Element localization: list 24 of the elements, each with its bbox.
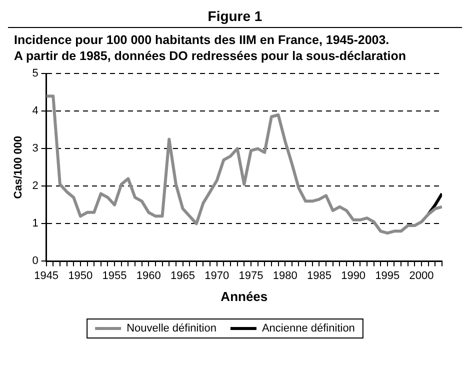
x-tick-label: 1980: [272, 270, 298, 282]
x-tick-label: 1995: [375, 270, 400, 282]
y-tick-label: 2: [32, 180, 38, 192]
x-tick-label: 1945: [34, 270, 59, 282]
y-tick-label: 1: [32, 218, 38, 230]
y-tick-label: 4: [32, 105, 38, 118]
chart-subtitle: Incidence pour 100 000 habitants des IIM en France, 1945-2003. A partir de 1985, données DO redressées pour la sous-déclaration: [14, 32, 408, 64]
legend-label: Ancienne définition: [262, 322, 355, 335]
x-tick-label: 1950: [68, 270, 93, 282]
y-axis-title: Cas/100 000: [12, 136, 25, 199]
x-tick-label: 1965: [170, 270, 195, 282]
x-tick-label: 1955: [102, 270, 127, 282]
x-tick-label: 1970: [204, 270, 230, 282]
chart-title: Figure 1: [8, 8, 462, 28]
y-tick-label: 3: [32, 142, 38, 155]
x-tick-label: 1990: [341, 270, 366, 282]
y-tick-label: 0: [32, 255, 38, 268]
x-tick-label: 1960: [136, 270, 161, 282]
x-axis-title: Années: [220, 288, 268, 304]
x-tick-label: 2000: [409, 270, 434, 282]
y-tick-label: 5: [32, 68, 38, 80]
legend-label: Nouvelle définition: [126, 322, 216, 335]
x-tick-label: 1975: [238, 270, 264, 282]
x-tick-label: 1985: [306, 270, 332, 282]
